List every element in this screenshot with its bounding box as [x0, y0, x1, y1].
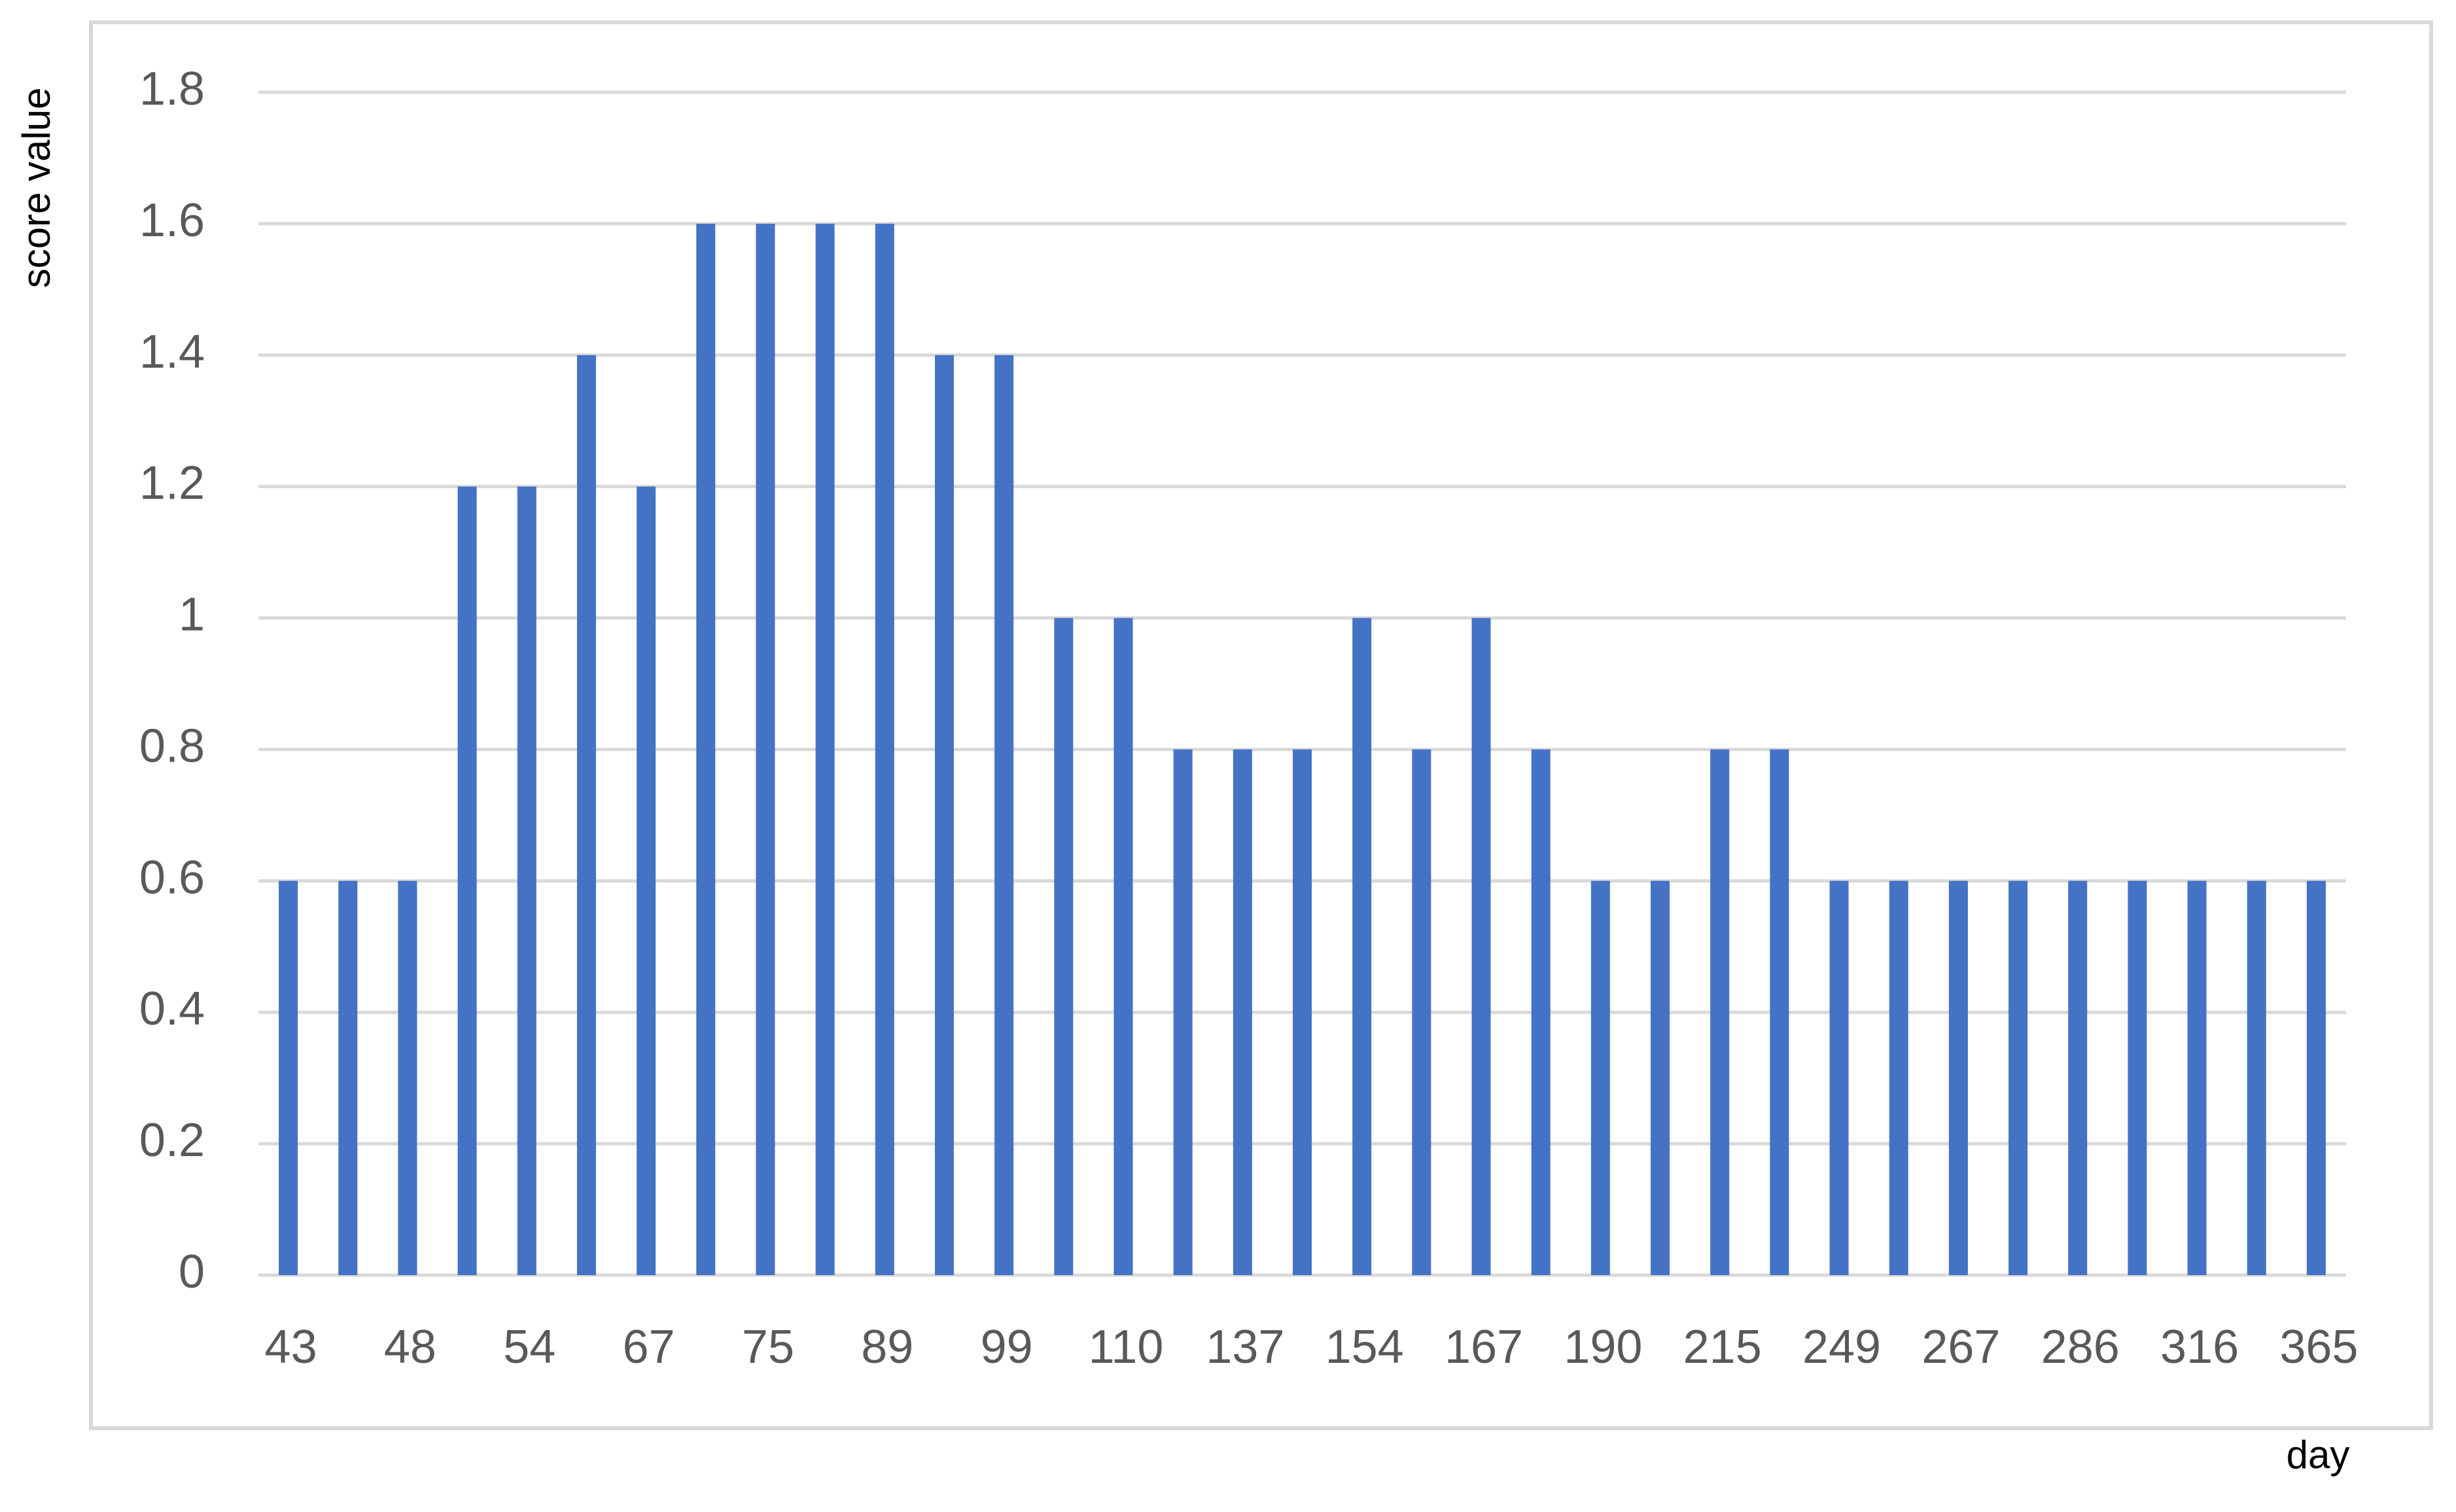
- bar: [1889, 881, 1908, 1275]
- bar: [994, 355, 1014, 1275]
- x-tick-label: 137: [1206, 1321, 1284, 1373]
- y-tick-label: 1.8: [139, 63, 205, 115]
- x-tick-label: 154: [1325, 1321, 1404, 1373]
- bar: [1233, 749, 1252, 1275]
- x-tick-label: 43: [265, 1321, 317, 1373]
- bar: [1471, 618, 1491, 1275]
- y-tick-label: 0.2: [139, 1114, 205, 1167]
- bar: [457, 486, 477, 1275]
- bar: [338, 881, 358, 1275]
- bar: [815, 223, 835, 1275]
- bar: [2247, 881, 2266, 1275]
- bar: [2009, 881, 2028, 1275]
- bar: [2068, 881, 2088, 1275]
- x-tick-label: 89: [861, 1321, 913, 1373]
- y-tick-label: 1: [179, 589, 205, 641]
- x-tick-label: 365: [2279, 1321, 2358, 1373]
- bar: [696, 223, 716, 1275]
- x-tick-label: 316: [2160, 1321, 2239, 1373]
- bar: [1412, 749, 1431, 1275]
- y-tick-label: 0: [179, 1246, 205, 1298]
- y-tick-label: 0.4: [139, 983, 205, 1035]
- bar: [1531, 749, 1551, 1275]
- x-tick-label: 215: [1683, 1321, 1762, 1373]
- bar: [1829, 881, 1849, 1275]
- x-tick-label: 249: [1802, 1321, 1881, 1373]
- bar: [576, 355, 596, 1275]
- bar: [398, 881, 417, 1275]
- x-tick-label: 190: [1564, 1321, 1642, 1373]
- bar: [1948, 881, 1968, 1275]
- bar: [2128, 881, 2147, 1275]
- bar: [1114, 618, 1133, 1275]
- bar: [1590, 881, 1610, 1275]
- bar: [637, 486, 656, 1275]
- bar: [756, 223, 775, 1275]
- y-tick-label: 0.6: [139, 851, 205, 904]
- bar: [1710, 749, 1730, 1275]
- bar: [934, 355, 954, 1275]
- bar: [1770, 749, 1789, 1275]
- y-axis-title: score value: [14, 88, 58, 289]
- bar: [2187, 881, 2207, 1275]
- y-tick-label: 1.2: [139, 457, 205, 510]
- bar: [1054, 618, 1074, 1275]
- bar: [1173, 749, 1193, 1275]
- bar: [875, 223, 894, 1275]
- x-tick-label: 110: [1089, 1321, 1164, 1373]
- bar: [1651, 881, 1670, 1275]
- y-tick-label: 1.6: [139, 194, 205, 247]
- x-tick-label: 267: [1921, 1321, 2000, 1373]
- x-axis-title: day: [2287, 1433, 2350, 1477]
- x-tick-label: 286: [2041, 1321, 2120, 1373]
- y-tick-label: 1.4: [139, 326, 205, 378]
- y-tick-label: 0.8: [139, 720, 205, 772]
- x-tick-label: 54: [503, 1321, 555, 1373]
- x-tick-label: 167: [1445, 1321, 1523, 1373]
- x-tick-label: 67: [623, 1321, 675, 1373]
- x-tick-label: 99: [981, 1321, 1033, 1373]
- x-tick-label: 75: [742, 1321, 794, 1373]
- x-tick-label: 48: [384, 1321, 436, 1373]
- bar: [1293, 749, 1312, 1275]
- bar: [2306, 881, 2326, 1275]
- bar: [1352, 618, 1372, 1275]
- bar: [279, 881, 298, 1275]
- chart-frame: [89, 20, 2433, 1430]
- bar: [517, 486, 536, 1275]
